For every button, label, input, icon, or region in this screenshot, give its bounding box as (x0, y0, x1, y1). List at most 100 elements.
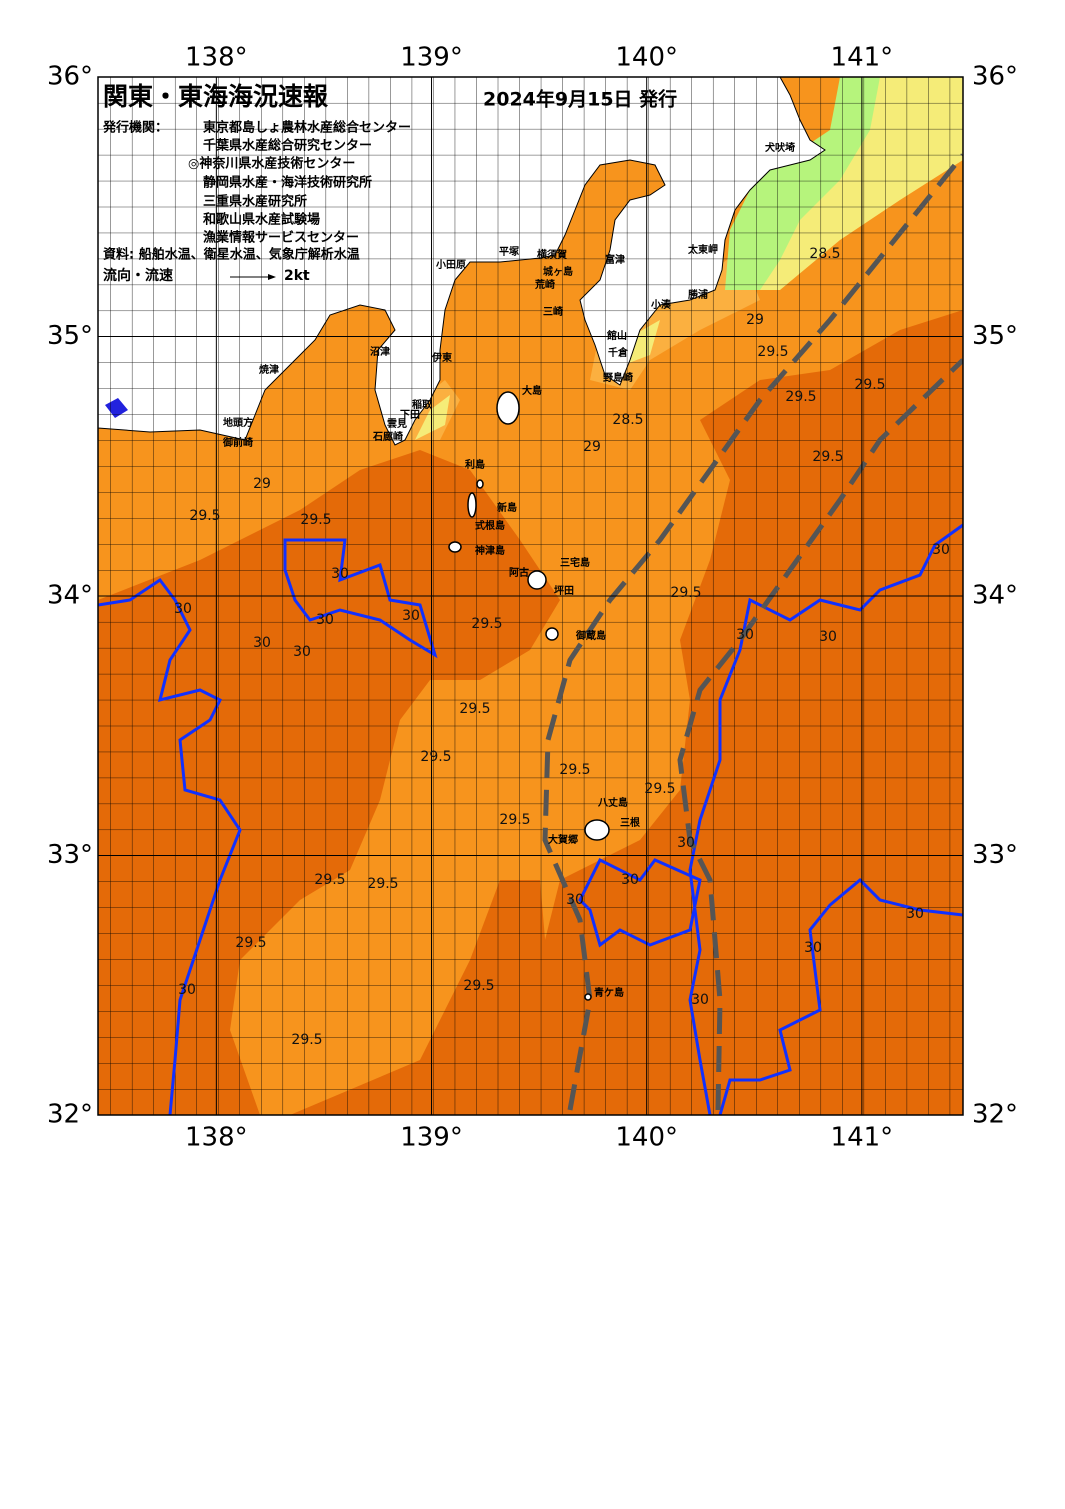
title: 関東・東海海況速報 (103, 82, 329, 111)
current-axis (542, 153, 963, 1111)
y-tick-label: 35° (47, 321, 93, 351)
place-name: 式根島 (475, 519, 505, 532)
contour-label: 29.5 (471, 616, 502, 632)
contour-label: 30 (402, 608, 420, 624)
island (448, 541, 462, 553)
current-line (542, 153, 963, 1111)
island (496, 391, 520, 425)
issuer: 東京都島しょ農林水産総合センター (203, 120, 411, 136)
contour-label: 29.5 (189, 508, 220, 524)
issuer: 静岡県水産・海洋技術研究所 (203, 175, 372, 191)
place-name: 平塚 (499, 245, 519, 258)
contour-label: 29.5 (670, 585, 701, 601)
map-frame (97, 76, 964, 1116)
legend-speed: 2kt (284, 268, 310, 284)
contour-label: 29.5 (499, 812, 530, 828)
place-name: 神津島 (475, 544, 505, 557)
place-name: 館山 (606, 329, 627, 342)
place-name: 坪田 (554, 584, 574, 597)
contour-label: 29.5 (812, 449, 843, 465)
place-name: 勝浦 (688, 288, 708, 301)
contour-line (578, 857, 702, 948)
contour-label: 29.5 (459, 701, 490, 717)
contour-line (688, 523, 963, 1115)
current-line (677, 358, 963, 1111)
legend-label: 流向・流速 (103, 267, 173, 284)
contour-label: 29.5 (559, 762, 590, 778)
contour-label: 30 (621, 872, 639, 888)
place-name: 御蔵島 (575, 629, 606, 642)
issuer-label: 発行機関： (102, 120, 168, 136)
source: 資料: 船舶水温、衛星水温、気象庁解析水温 (103, 247, 360, 263)
contour-label: 28.5 (809, 246, 840, 262)
place-name: 富津 (605, 253, 625, 266)
x-tick-label: 140° (615, 43, 678, 73)
contour-label: 30 (293, 644, 311, 660)
contour-label: 30 (316, 612, 334, 628)
place-name: 新島 (497, 501, 517, 514)
contour-label: 30 (178, 982, 196, 998)
place-name: 荒崎 (534, 278, 555, 291)
y-tick-label: 32° (47, 1100, 93, 1130)
island (527, 570, 547, 590)
place-name: 小湊 (650, 298, 672, 311)
place-name: 利島 (465, 458, 485, 471)
contour-label: 30 (566, 892, 584, 908)
place-name: 犬吠埼 (765, 141, 795, 154)
place-name: 稲取 (412, 398, 433, 411)
place-name: 八丈島 (597, 796, 628, 809)
contour-label: 29.5 (785, 389, 816, 405)
place-name: 千倉 (608, 346, 629, 359)
contour-line (283, 538, 438, 659)
contour-label: 29.5 (291, 1032, 322, 1048)
contour-label: 29.5 (644, 781, 675, 797)
issuer: 千葉県水産総合研究センター (203, 138, 372, 154)
y-tick-label: 35° (972, 321, 1018, 351)
place-name: 阿古 (509, 566, 529, 579)
contour-label: 28.5 (612, 412, 643, 428)
contour-label: 30 (906, 906, 924, 922)
contour-label: 29.5 (463, 978, 494, 994)
contour-label: 29 (583, 439, 601, 455)
place-name: 太東岬 (687, 243, 718, 256)
contour-label: 29.5 (314, 872, 345, 888)
place-name: 三根 (620, 816, 640, 829)
contour-label: 30 (819, 629, 837, 645)
island (545, 627, 559, 641)
place-name: 三崎 (543, 305, 563, 318)
place-name: 大賀郷 (548, 833, 578, 846)
x-tick-label: 141° (831, 1123, 894, 1153)
contour-label: 29 (253, 476, 271, 492)
issuer: ◎神奈川県水産技術センター (188, 156, 355, 172)
x-tick-label: 139° (400, 1123, 463, 1153)
contour-label: 29.5 (235, 935, 266, 951)
contour-label: 29.5 (757, 344, 788, 360)
contour-label: 29.5 (420, 749, 451, 765)
y-tick-label: 34° (972, 581, 1018, 611)
place-name: 御前崎 (222, 436, 253, 449)
contour-label: 30 (691, 992, 709, 1008)
x-tick-label: 138° (185, 43, 248, 73)
x-tick-label: 138° (185, 1123, 248, 1153)
island (584, 993, 592, 1001)
place-name: 焼津 (259, 363, 279, 376)
contour-label: 30 (174, 601, 192, 617)
contour-30 (98, 523, 963, 1115)
place-name: 石廊崎 (372, 430, 403, 443)
place-name: 雲見 (387, 418, 407, 430)
place-name: 下田 (400, 409, 420, 421)
x-tick-label: 140° (615, 1123, 678, 1153)
contour-label: 29.5 (300, 512, 331, 528)
x-tick-label: 139° (400, 43, 463, 73)
island (476, 479, 484, 489)
island (467, 492, 477, 518)
contour-line (718, 877, 963, 1115)
issuer: 和歌山県水産試験場 (203, 212, 320, 228)
place-name: 三宅島 (560, 556, 590, 569)
x-tick-label: 141° (831, 43, 894, 73)
place-name: 小田原 (435, 258, 466, 271)
place-name: 沼津 (370, 345, 390, 358)
contour-label: 30 (804, 940, 822, 956)
